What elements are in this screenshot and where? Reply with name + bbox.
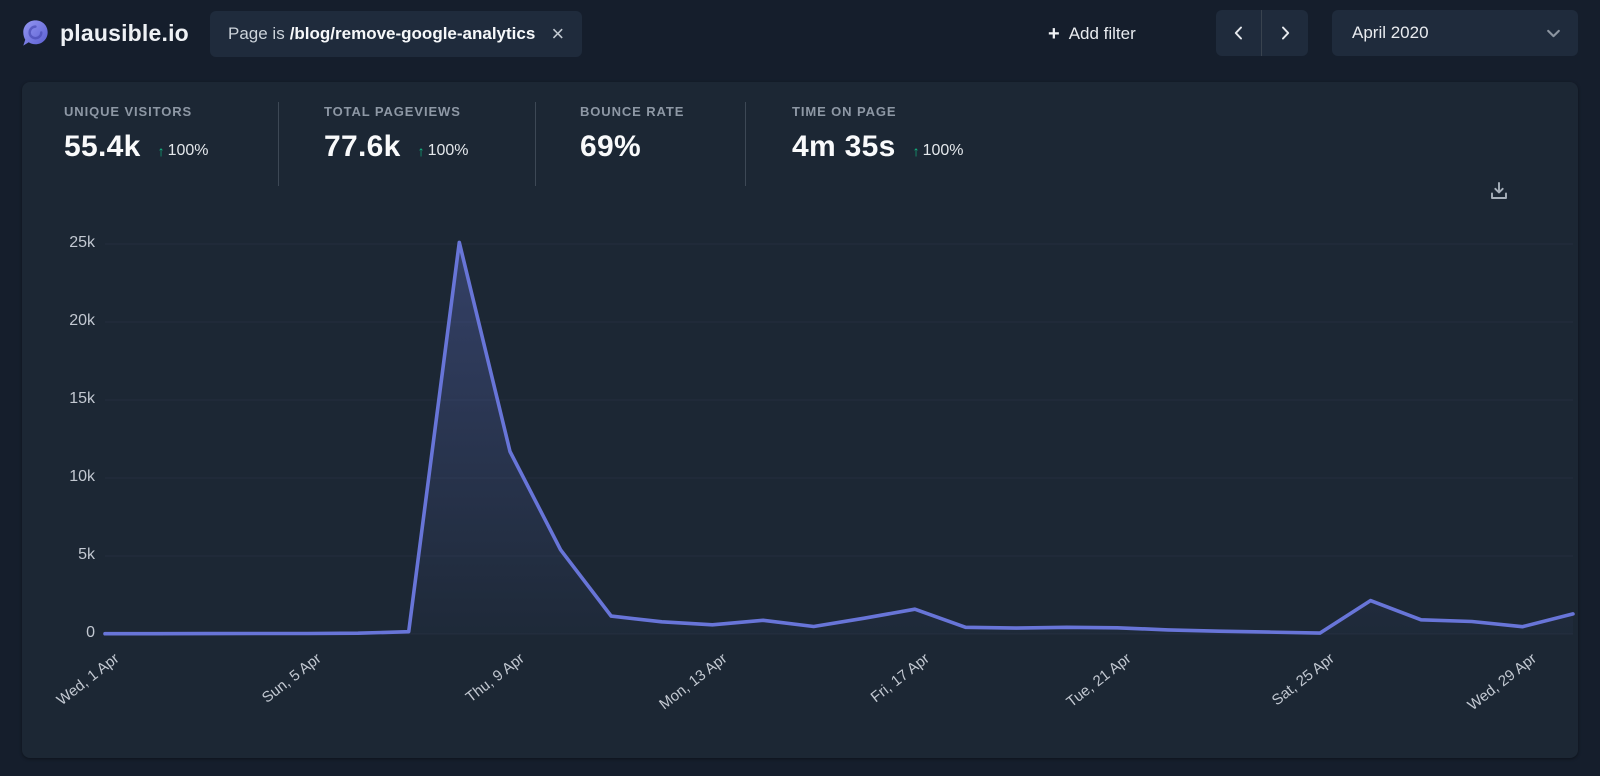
filter-prefix: Page is bbox=[228, 24, 285, 43]
y-axis-tick: 5k bbox=[78, 546, 95, 563]
stat-label: TOTAL PAGEVIEWS bbox=[324, 104, 461, 119]
top-bar: plausible.io Page is /blog/remove-google… bbox=[0, 0, 1600, 66]
stat-value: 77.6k bbox=[324, 130, 401, 163]
download-export-button[interactable] bbox=[1486, 178, 1512, 204]
plausible-logo-icon bbox=[20, 18, 50, 48]
add-filter-button[interactable]: + Add filter bbox=[1048, 11, 1136, 57]
date-range-dropdown[interactable]: April 2020 bbox=[1332, 10, 1578, 56]
chart-line bbox=[103, 240, 1575, 636]
brand-home-link[interactable]: plausible.io bbox=[20, 0, 189, 66]
chart-area-fill bbox=[105, 242, 1573, 634]
stat-change-badge: ↑ 100% bbox=[912, 142, 964, 159]
stat-value: 69% bbox=[580, 130, 641, 163]
visitors-chart[interactable] bbox=[22, 162, 1578, 722]
stat-divider bbox=[278, 102, 279, 186]
y-axis-tick: 15k bbox=[69, 390, 95, 407]
download-icon bbox=[1491, 182, 1507, 199]
y-axis-tick: 10k bbox=[69, 468, 95, 485]
up-arrow-icon: ↑ bbox=[912, 143, 920, 159]
y-axis-tick: 20k bbox=[69, 312, 95, 329]
chevron-right-icon bbox=[1282, 26, 1290, 40]
stat-divider bbox=[745, 102, 746, 186]
y-axis-tick: 25k bbox=[69, 234, 95, 251]
chevron-left-icon bbox=[1234, 26, 1242, 40]
page-filter-chip[interactable]: Page is /blog/remove-google-analytics × bbox=[210, 11, 583, 57]
filter-value: /blog/remove-google-analytics bbox=[289, 24, 536, 43]
stat-divider bbox=[535, 102, 536, 186]
add-filter-label: Add filter bbox=[1068, 24, 1136, 43]
remove-filter-icon[interactable]: × bbox=[551, 21, 565, 46]
stat-value: 55.4k bbox=[64, 130, 141, 163]
stat-label: TIME ON PAGE bbox=[792, 104, 897, 119]
chart-gridlines bbox=[105, 243, 1573, 635]
date-range-label: April 2020 bbox=[1352, 23, 1429, 42]
up-arrow-icon: ↑ bbox=[417, 143, 425, 159]
plus-icon: + bbox=[1048, 23, 1060, 45]
stat-label: BOUNCE RATE bbox=[580, 104, 685, 119]
next-period-button[interactable] bbox=[1262, 10, 1308, 56]
stat-value: 4m 35s bbox=[792, 130, 896, 163]
stat-label: UNIQUE VISITORS bbox=[64, 104, 193, 119]
up-arrow-icon: ↑ bbox=[157, 143, 165, 159]
brand-name: plausible.io bbox=[60, 19, 189, 46]
chevron-down-icon bbox=[1547, 29, 1560, 37]
stat-change-badge: ↑ 100% bbox=[157, 142, 209, 159]
prev-period-button[interactable] bbox=[1216, 10, 1262, 56]
stat-bounce-rate[interactable]: BOUNCE RATE 69% bbox=[580, 104, 684, 162]
stat-unique-visitors[interactable]: UNIQUE VISITORS 55.4k ↑ 100% bbox=[64, 104, 209, 162]
stat-change-badge: ↑ 100% bbox=[417, 142, 469, 159]
dashboard-card: UNIQUE VISITORS 55.4k ↑ 100% TOTAL PAGEV… bbox=[22, 82, 1578, 758]
stat-total-pageviews[interactable]: TOTAL PAGEVIEWS 77.6k ↑ 100% bbox=[324, 104, 469, 162]
y-axis-tick: 0 bbox=[86, 624, 95, 641]
date-nav bbox=[1216, 10, 1308, 56]
stat-time-on-page[interactable]: TIME ON PAGE 4m 35s ↑ 100% bbox=[792, 104, 963, 162]
